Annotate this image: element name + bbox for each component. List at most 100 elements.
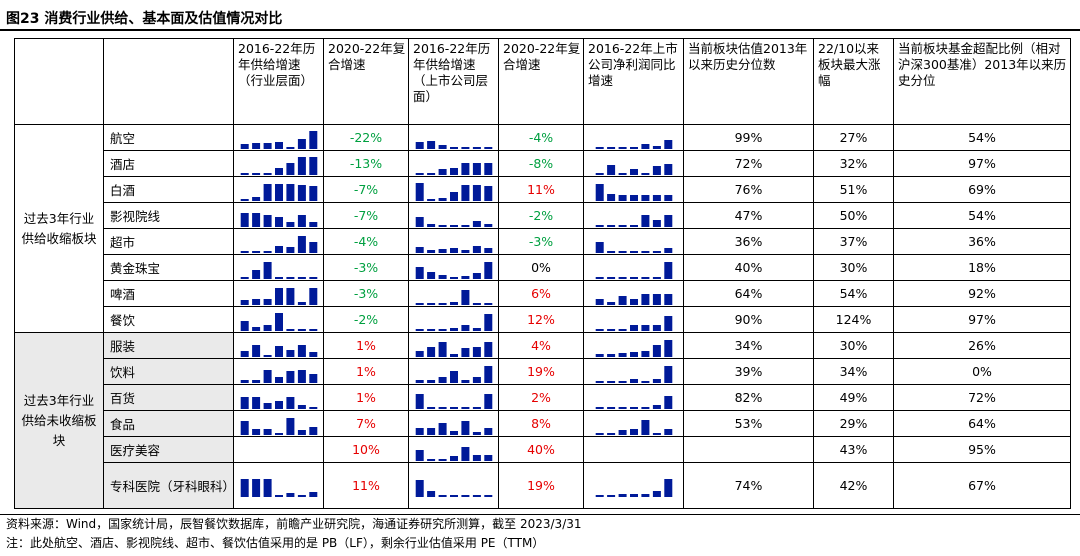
co-spark-5-bar-2017: [426, 271, 435, 279]
co-spark-10-bar-2022: [483, 393, 492, 409]
profit-spark-0-bar-2020: [640, 143, 649, 149]
ind-spark-1-bar-2021: [297, 156, 306, 175]
co-spark-3-bar-2022: [483, 223, 492, 227]
co-spark-7: [415, 313, 492, 331]
ind-spark-0: [240, 130, 317, 149]
ind-cagr-value: -22%: [323, 124, 409, 151]
max-gain-value: 49%: [813, 384, 894, 411]
header-max-gain: 22/10以来板块最大涨幅: [813, 38, 894, 125]
ind-spark-3-bar-2020: [285, 221, 294, 227]
profit-spark-13-bar-2021: [652, 490, 661, 497]
table-row: 过去3年行业供给未收缩板块 服装 1% 4% 34% 30% 26%: [14, 332, 1071, 509]
profit-spark-1-bar-2020: [640, 172, 649, 175]
ind-spark-9-bar-2016: [240, 379, 249, 383]
profit-spark-10: [595, 395, 672, 409]
ind-spark-7-bar-2017: [251, 326, 260, 331]
fund-overweight-percentile: 67%: [893, 462, 1071, 509]
co-spark-12-bar-2019: [449, 455, 458, 461]
co-spark-4-bar-2016: [415, 246, 424, 253]
valuation-percentile: 40%: [683, 254, 814, 281]
sector-name: 餐饮: [103, 306, 234, 333]
profit-sparkline: [583, 124, 684, 151]
ind-spark-10-bar-2016: [240, 396, 249, 409]
co-cagr-value: 8%: [498, 410, 584, 437]
max-gain-value: 30%: [813, 332, 894, 359]
co-supply-sparkline: [408, 280, 499, 307]
co-spark-13-bar-2022: [483, 494, 492, 497]
ind-spark-4-bar-2022: [308, 241, 317, 253]
profit-spark-9-bar-2021: [652, 378, 661, 383]
co-spark-9-bar-2019: [449, 370, 458, 383]
co-spark-1-bar-2018: [438, 168, 447, 175]
co-spark-5-bar-2021: [472, 272, 481, 279]
fund-overweight-percentile: 97%: [893, 306, 1071, 333]
ind-spark-4: [240, 235, 317, 253]
valuation-percentile: [683, 436, 814, 463]
co-spark-13-bar-2021: [472, 494, 481, 497]
co-spark-4-bar-2019: [449, 247, 458, 253]
profit-spark-2-bar-2019: [629, 194, 638, 201]
profit-spark-0-bar-2017: [606, 146, 615, 149]
profit-spark-4-bar-2021: [652, 250, 661, 253]
ind-spark-3-bar-2022: [308, 221, 317, 227]
ind-supply-sparkline: [233, 410, 324, 437]
profit-spark-13-bar-2019: [629, 493, 638, 497]
co-spark-12-bar-2020: [460, 446, 469, 461]
co-spark-2-bar-2022: [483, 185, 492, 201]
co-spark-9-bar-2021: [472, 376, 481, 383]
co-spark-4-bar-2017: [426, 249, 435, 253]
co-spark-3-bar-2017: [426, 223, 435, 227]
profit-spark-11-bar-2020: [640, 419, 649, 435]
valuation-percentile: 74%: [683, 462, 814, 509]
profit-spark-10-bar-2018: [618, 406, 627, 409]
ind-spark-10-bar-2017: [251, 396, 260, 409]
header-row: 2016-22年历年供给增速（行业层面） 2020-22年复合增速 2016-2…: [14, 38, 1071, 125]
co-supply-sparkline: [408, 228, 499, 255]
ind-spark-6-bar-2019: [274, 287, 283, 305]
profit-spark-3-bar-2018: [618, 224, 627, 227]
profit-sparkline: [583, 436, 684, 463]
profit-spark-5-bar-2018: [618, 276, 627, 279]
ind-supply-sparkline: [233, 150, 324, 177]
ind-spark-9-bar-2020: [285, 370, 294, 383]
profit-spark-7-bar-2017: [606, 328, 615, 331]
co-spark-2-bar-2017: [426, 198, 435, 201]
co-spark-3: [415, 216, 492, 227]
profit-spark-11-bar-2016: [595, 432, 604, 435]
co-spark-6-bar-2017: [426, 302, 435, 305]
ind-spark-3: [240, 212, 317, 227]
ind-spark-11-bar-2021: [297, 429, 306, 435]
profit-spark-11: [595, 419, 672, 435]
co-spark-0-bar-2019: [449, 146, 458, 149]
co-spark-10-bar-2016: [415, 393, 424, 409]
ind-spark-10-bar-2018: [263, 402, 272, 409]
co-spark-13-bar-2019: [449, 494, 458, 497]
profit-spark-10-bar-2021: [652, 404, 661, 409]
ind-spark-13-bar-2019: [274, 494, 283, 497]
profit-spark-2-bar-2021: [652, 194, 661, 201]
profit-spark-7-bar-2016: [595, 328, 604, 331]
profit-spark-6-bar-2018: [618, 295, 627, 305]
header-ind-trend: 2016-22年历年供给增速（行业层面）: [233, 38, 324, 125]
co-spark-11-bar-2017: [426, 427, 435, 435]
ind-spark-9-bar-2022: [308, 373, 317, 383]
co-spark-11-bar-2019: [449, 430, 458, 435]
co-spark-0-bar-2018: [438, 144, 447, 149]
profit-spark-1-bar-2016: [595, 172, 604, 175]
sector-name: 啤酒: [103, 280, 234, 307]
profit-spark-12: [594, 439, 674, 461]
profit-spark-7-bar-2018: [618, 328, 627, 331]
ind-cagr-value: -3%: [323, 254, 409, 281]
table-row: 食品 7% 8% 53% 29% 64%: [15, 410, 1071, 437]
ind-spark-3-bar-2018: [263, 214, 272, 227]
profit-spark-10-bar-2017: [606, 406, 615, 409]
ind-spark-5-bar-2022: [308, 276, 317, 279]
ind-spark-1-bar-2016: [240, 172, 249, 175]
ind-spark-1-bar-2022: [308, 156, 317, 175]
ind-spark-5-bar-2021: [297, 276, 306, 279]
footnote: 注：此处航空、酒店、影视院线、超市、餐饮估值采用的是 PB（LF），剩余行业估值…: [6, 536, 545, 550]
max-gain-value: 124%: [813, 306, 894, 333]
profit-spark-4-bar-2017: [606, 250, 615, 253]
co-spark-2-bar-2020: [460, 184, 469, 201]
co-supply-sparkline: [408, 254, 499, 281]
